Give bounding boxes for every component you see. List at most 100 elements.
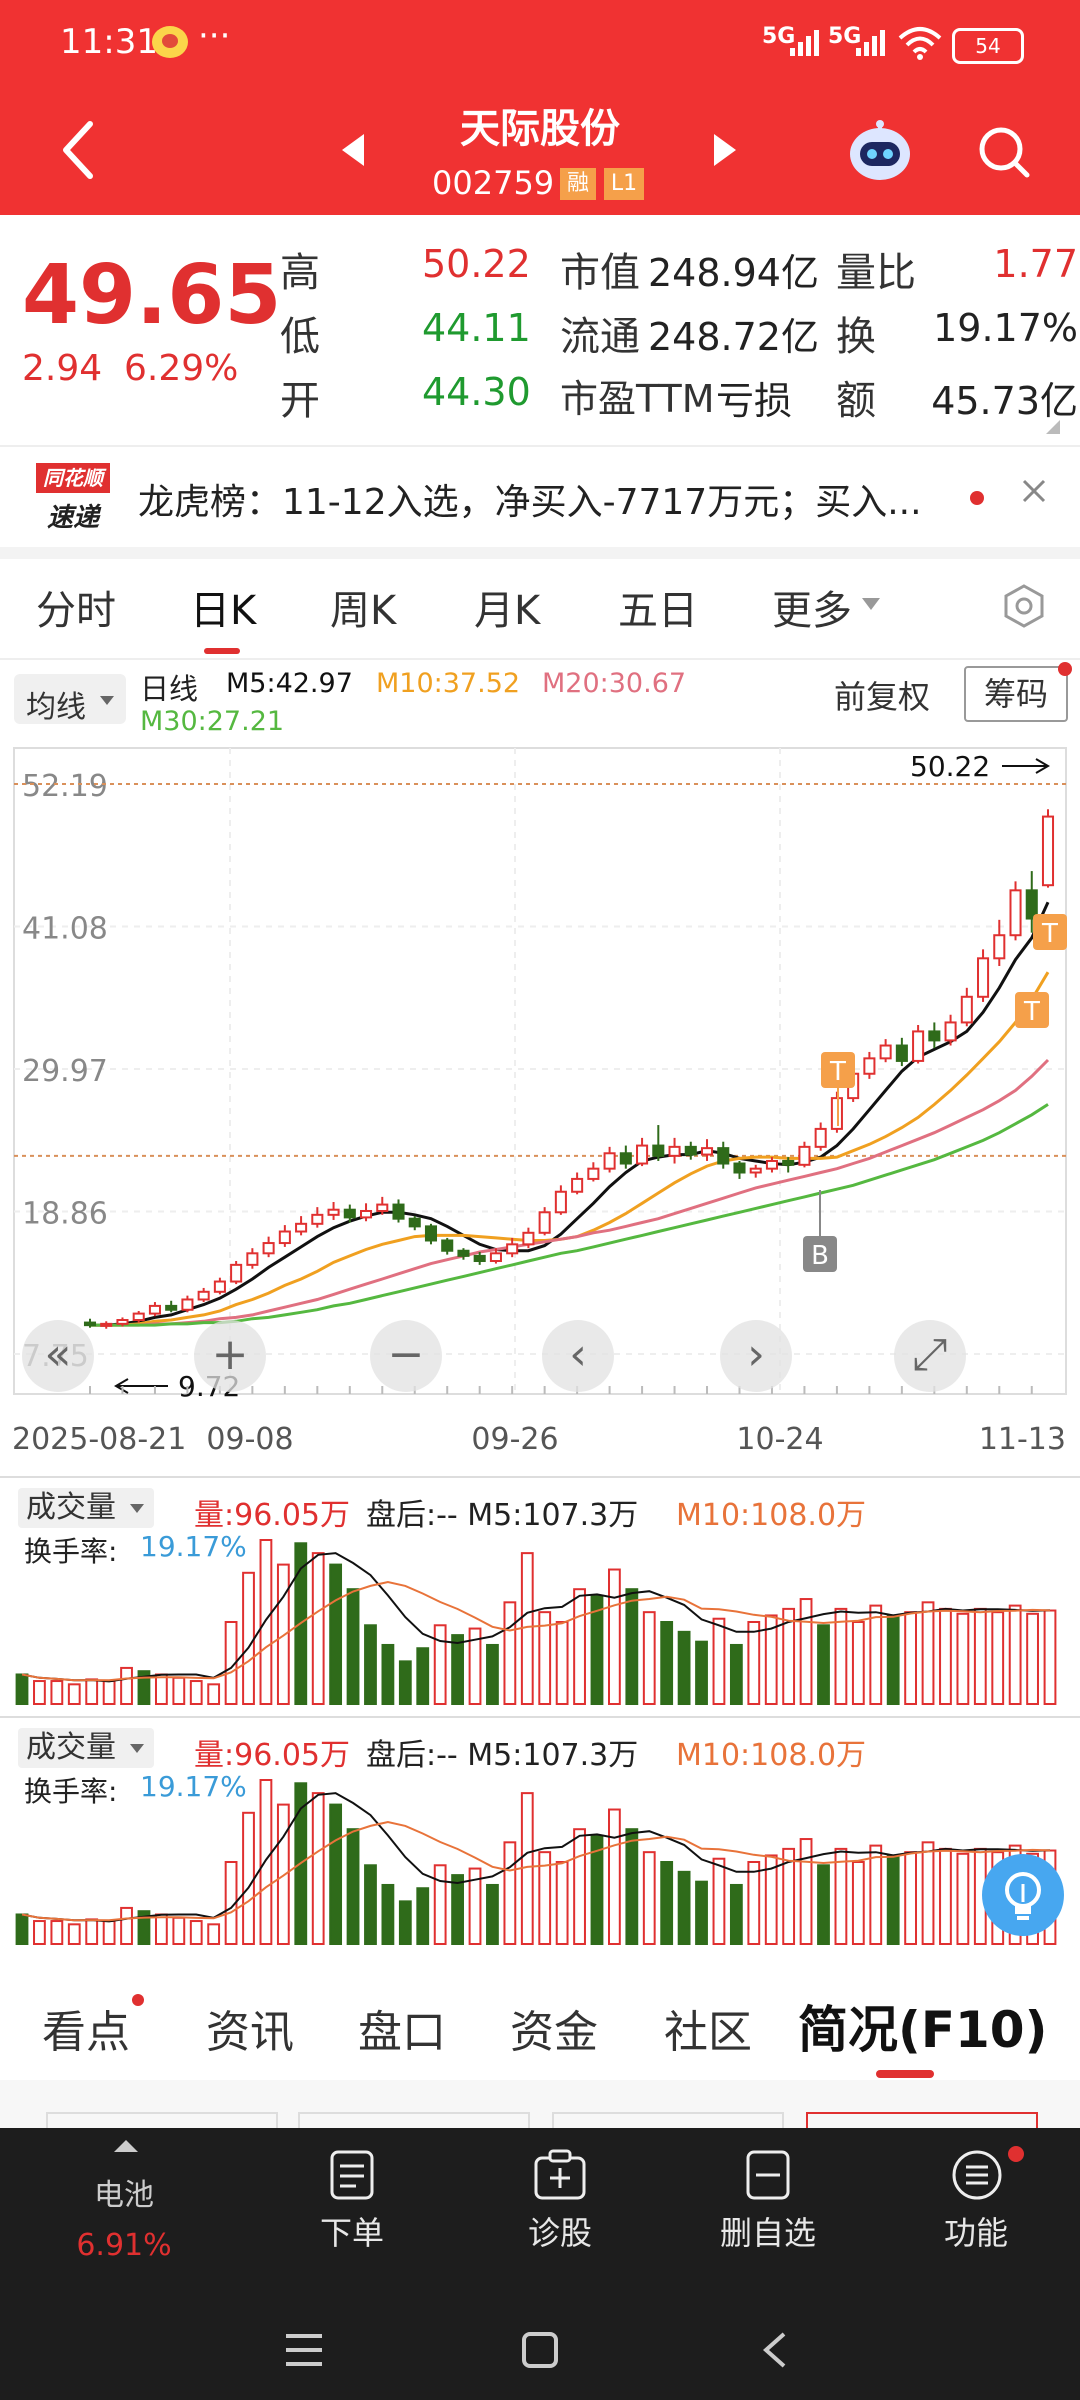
diagnose-label: 诊股 [527,2214,592,2252]
candle-body [506,1243,519,1255]
turnover-rate: 19.17% [140,1530,247,1563]
volume-bar [555,1621,569,1705]
zoom-out-all-icon[interactable]: « [22,1320,94,1392]
fuquan-toggle[interactable]: 前复权 [834,678,931,716]
settings-hexagon-icon[interactable] [1002,584,1046,628]
candle [636,1137,649,1167]
signal-tag-box [803,1236,837,1272]
tab-highlights[interactable]: 看点 [42,2007,130,2058]
tab-more[interactable]: 更多 [772,588,852,634]
volume-bar [712,1617,726,1705]
candle [230,1261,243,1285]
tab-community[interactable]: 社区 [664,2007,752,2058]
signal-tag-text: B [811,1241,829,1271]
volume-bar [15,1913,29,1945]
volume-bar [120,1906,133,1945]
candle-body [652,1144,665,1157]
close-icon[interactable] [1018,475,1050,507]
volume-ma10-value: M10:108.0万 [676,1738,867,1773]
fullscreen-icon[interactable]: ⤢ [894,1320,966,1392]
volume-bar [346,1828,360,1945]
zoom-in-icon[interactable]: + [194,1320,266,1392]
volume-bar [729,1643,743,1706]
volume-bar [102,1680,116,1705]
search-icon[interactable] [976,124,1032,180]
zoom-out-icon[interactable]: − [370,1320,442,1392]
candle-body [408,1217,421,1228]
candle [684,1141,697,1160]
tab-funds[interactable]: 资金 [510,2007,598,2058]
pan-left-icon[interactable]: ‹ [542,1320,614,1392]
robot-assistant-icon[interactable] [848,120,912,184]
candle [278,1225,291,1247]
ma30-value: M30:27.21 [140,706,285,737]
tab-daily-k[interactable]: 日K [190,588,257,634]
battery-widget[interactable]: 电池 6.91% [24,2128,224,2308]
volume-bar [189,1920,203,1945]
back-button[interactable] [58,118,98,182]
tab-orderbook[interactable]: 盘口 [358,2007,446,2058]
volume-bar [172,1676,186,1705]
functions-button[interactable]: 功能 [876,2128,1076,2308]
volume-bar [555,1861,569,1945]
kline-chart[interactable]: 52.1941.0829.9718.867.7550.229.72TTTB202… [0,744,1080,1474]
candle [619,1145,632,1169]
home-icon[interactable] [520,2330,560,2370]
candle-body [376,1203,389,1212]
ma-select[interactable]: 均线 [14,674,126,725]
volume-bar [625,1828,639,1945]
next-stock-button[interactable] [710,132,740,168]
tab-f10-profile[interactable]: 简况(F10) [798,2001,1048,2059]
tab-timeshare[interactable]: 分时 [36,588,116,634]
candle-body [295,1222,308,1233]
candle [116,1317,129,1327]
volume-bar [433,1864,447,1945]
candle-body [944,1021,957,1042]
lightbulb-tip-button[interactable] [982,1854,1064,1936]
candle-body [717,1147,730,1165]
volume-bar [1043,1609,1057,1706]
candle-body [457,1249,470,1257]
volume-bar [346,1588,360,1705]
chouma-button[interactable]: 筹码 [964,666,1068,722]
tab-news[interactable]: 资讯 [206,2007,294,2058]
tab-five-day[interactable]: 五日 [618,588,698,634]
remove-watchlist-button[interactable]: 删自选 [668,2128,868,2308]
candle [944,1014,957,1046]
volume-bar [451,1874,464,1945]
menu-circle-icon [952,2150,1002,2200]
diagnose-button[interactable]: 诊股 [460,2128,660,2308]
candle [311,1207,324,1228]
volume-bar [486,1883,499,1946]
volume-indicator-select[interactable]: 成交量 [18,1488,154,1528]
menu-icon[interactable] [284,2330,324,2370]
volume-bar [276,1803,290,1945]
order-button[interactable]: 下单 [252,2128,452,2308]
candle-body [895,1044,908,1062]
candle-body [636,1144,649,1165]
candle-body [765,1159,778,1170]
back-icon[interactable] [758,2330,790,2370]
volume-panel[interactable]: 成交量 量:96.05万 盘后:-- M5:107.3万 M10:108.0万 换手率:… [0,1480,1080,1710]
news-ticker[interactable]: 同花顺 速递 龙虎榜：11-12入选，净买入-7717万元；买入... [0,447,1080,547]
tab-weekly-k[interactable]: 周K [330,588,397,634]
card-outline [298,2112,530,2134]
candle [960,987,973,1027]
high-value: 50.22 [422,242,531,286]
candle-body [1041,815,1055,887]
volume-indicator-select[interactable]: 成交量 [18,1728,154,1768]
pan-right-icon[interactable]: › [720,1320,792,1392]
volume-ma5-line [21,1552,1051,1683]
chevron-up-icon [114,2140,138,2152]
tab-monthly-k[interactable]: 月K [474,588,541,634]
candle-body [262,1242,275,1255]
volume-ma10-line [21,1580,1051,1682]
order-label: 下单 [319,2214,384,2252]
prev-stock-button[interactable] [338,132,368,168]
candle [765,1157,778,1173]
volume-panel[interactable]: 成交量 量:96.05万 盘后:-- M5:107.3万 M10:108.0万 换手率:… [0,1720,1080,1950]
candle-body [571,1177,584,1193]
candle [327,1202,340,1220]
content-preview [0,2080,1080,2134]
expand-corner-icon[interactable] [1046,420,1060,434]
